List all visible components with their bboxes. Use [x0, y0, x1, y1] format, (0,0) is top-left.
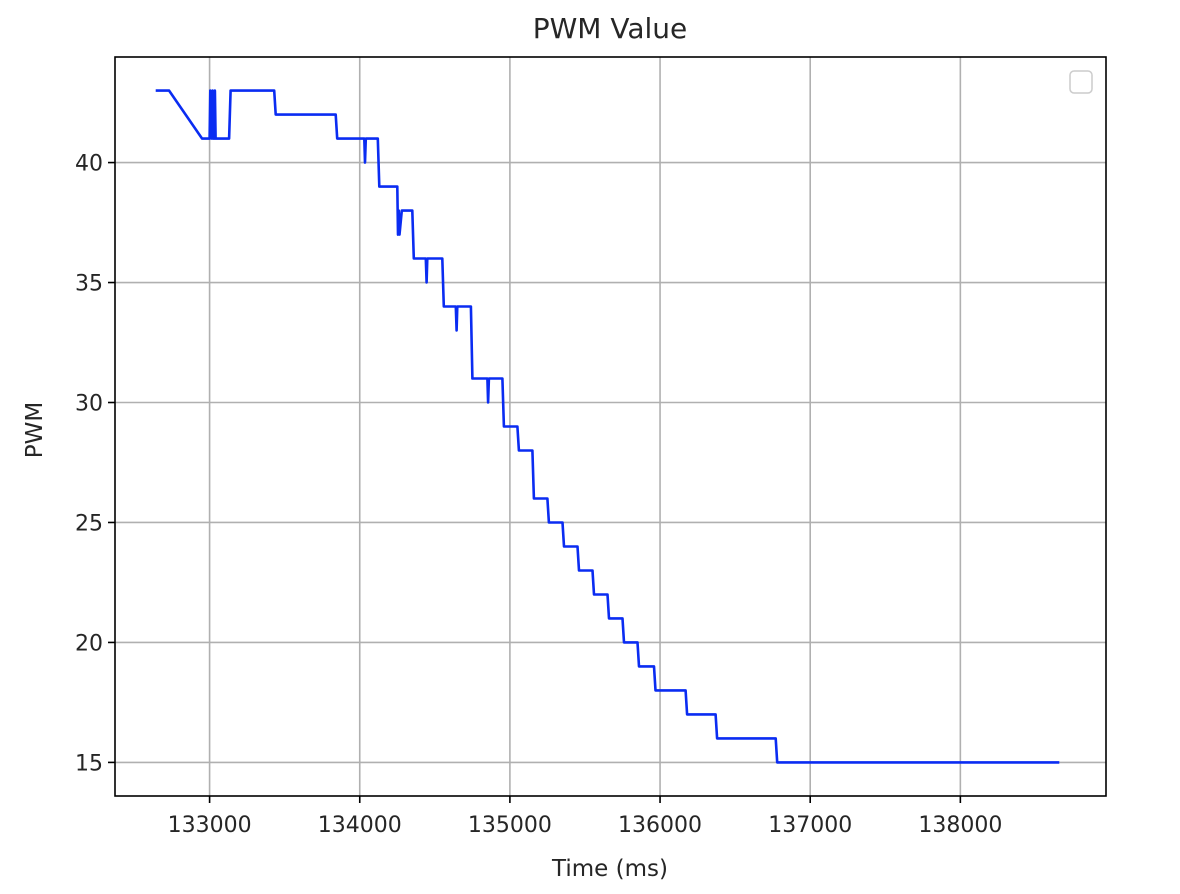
grid-lines	[115, 57, 1106, 796]
axis-ticks: 133000 134000 135000 136000 137000 138000 15 20…	[75, 152, 1002, 838]
x-tick-label: 133000	[168, 813, 252, 838]
x-tick-label: 138000	[918, 813, 1002, 838]
plot-frame	[114, 56, 1107, 797]
y-tick-label: 40	[75, 152, 103, 177]
y-tick-label: 25	[75, 511, 103, 536]
y-tick-label: 35	[75, 272, 103, 297]
y-tick-label: 30	[75, 392, 103, 417]
legend-box	[1069, 70, 1093, 94]
x-tick-label: 136000	[618, 813, 702, 838]
x-axis-label: Time (ms)	[551, 856, 668, 882]
series-layer	[155, 89, 1060, 764]
chart-title: PWM Value	[533, 12, 688, 45]
pwm-series-line	[155, 89, 1060, 764]
x-tick-label: 135000	[468, 813, 552, 838]
y-axis-label: PWM	[22, 402, 48, 458]
y-tick-label: 20	[75, 631, 103, 656]
x-tick-label: 134000	[318, 813, 402, 838]
y-tick-label: 15	[75, 751, 103, 776]
x-tick-label: 137000	[768, 813, 852, 838]
